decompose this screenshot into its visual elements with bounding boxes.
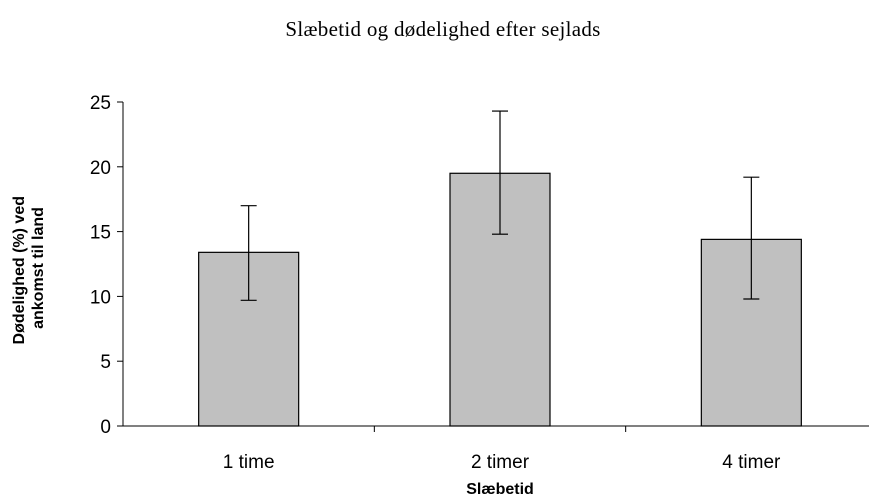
bar [700,238,802,427]
plot-area: 0 5 10 15 20 25 1 time 2 timer 4 timer [90,93,869,473]
y-tick-label: 25 [90,93,111,114]
y-tick-label: 5 [100,352,111,373]
x-tick-label: 4 timer [722,452,781,473]
y-tick-label: 10 [90,287,111,308]
x-tick-label: 1 time [223,452,275,473]
x-axis-label: Slæbetid [466,481,534,498]
y-tick-label: 15 [90,223,111,244]
x-tick-label: 2 timer [471,452,530,473]
y-tick-label: 20 [90,158,111,179]
y-tick-label: 0 [100,417,111,438]
y-axis-label: Dødelighed (%) ved ankomst til land [11,192,47,345]
chart-title: Slæbetid og dødelighed efter sejlads [285,17,600,41]
y-axis-label-line-2: ankomst til land [30,207,47,329]
y-axis-label-line-1: Dødelighed (%) ved [11,196,28,344]
